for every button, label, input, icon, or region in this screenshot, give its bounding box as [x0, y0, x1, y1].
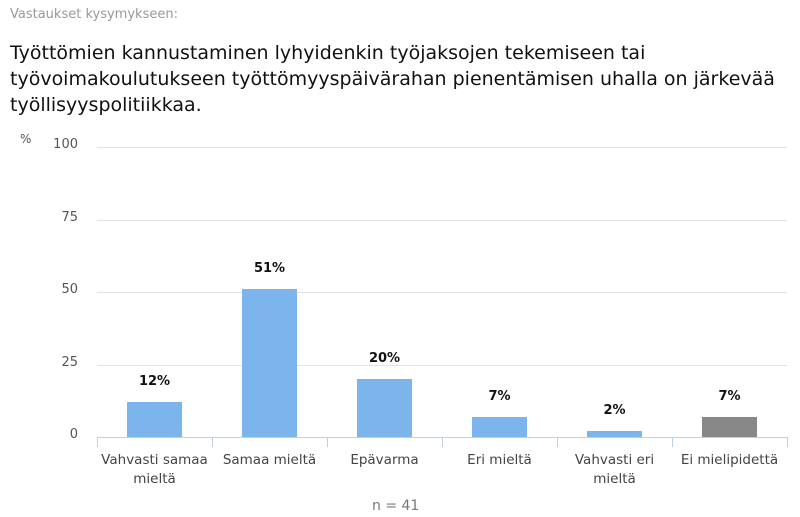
y-tick-label: 50 [61, 282, 78, 297]
bar[interactable] [472, 416, 527, 437]
y-tick-label: 100 [53, 137, 78, 152]
x-tick-mark [672, 437, 673, 447]
x-tick-mark [327, 437, 328, 447]
x-tick-mark [787, 437, 788, 447]
x-category-label: Eri mieltä [467, 452, 532, 468]
y-tick-label: 25 [61, 354, 78, 370]
gridline [97, 219, 787, 221]
bar[interactable] [587, 431, 642, 437]
data-label: 20% [368, 351, 401, 366]
x-tick-mark [97, 437, 98, 447]
x-category-label: Vahvasti samaa mieltä [101, 452, 208, 487]
chart-title: Työttömien kannustaminen lyhyidenkin työ… [10, 42, 775, 116]
gridline [97, 147, 787, 148]
y-tick-label: 75 [61, 209, 78, 225]
data-label: 7% [718, 388, 741, 404]
bar[interactable] [242, 289, 297, 437]
x-category-label: Ei mielipidettä [680, 452, 779, 468]
x-tick-mark [557, 437, 558, 447]
bar[interactable] [357, 379, 412, 437]
chart-subtitle: Vastaukset kysymykseen: [10, 7, 178, 22]
gridline [97, 292, 787, 293]
x-category-label: Samaa mieltä [222, 452, 317, 468]
y-tick-label: 0 [69, 427, 78, 442]
gridline [97, 364, 787, 366]
y-axis-unit: % [20, 132, 32, 146]
x-tick-mark [212, 437, 213, 447]
data-label: 51% [253, 261, 286, 277]
x-category-label: Vahvasti eri mieltä [574, 452, 655, 487]
x-category-label: Epävarma [350, 452, 419, 468]
sample-size-label: n = 41 [372, 498, 420, 514]
data-label: 7% [488, 388, 511, 404]
data-label: 2% [603, 403, 626, 419]
data-label: 12% [138, 374, 171, 390]
x-tick-mark [442, 437, 443, 447]
bar[interactable] [702, 416, 757, 437]
bar[interactable] [127, 402, 182, 437]
